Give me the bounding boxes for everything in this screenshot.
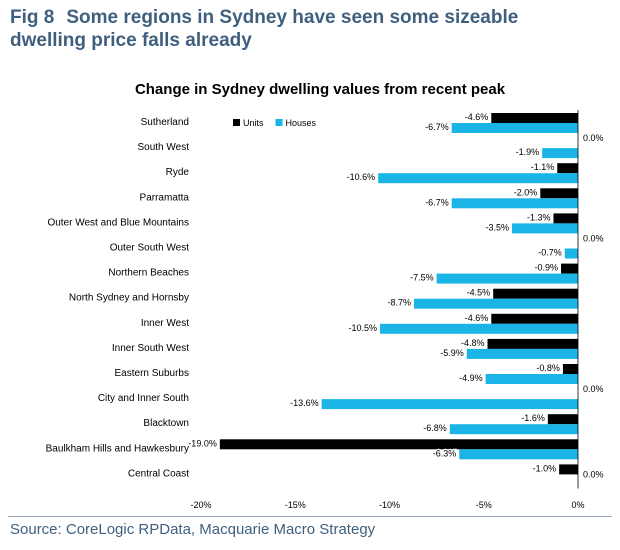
bar-houses [380,323,578,334]
data-label-houses: -8.7% [387,298,411,308]
data-label-houses: -6.7% [425,122,449,132]
data-label-houses: -6.3% [433,448,457,458]
data-label-units: 0.0% [583,133,604,143]
data-label-houses: -4.9% [459,373,483,383]
data-label-units: -4.8% [461,338,485,348]
bar-houses [459,449,578,460]
bar-houses [321,399,578,410]
bar-units [557,163,578,174]
bar-houses [436,273,578,284]
x-tick-label: 0% [571,500,584,510]
bar-houses [542,148,578,159]
bar-units [562,364,578,374]
category-label: Inner South West [112,343,189,354]
bar-houses [485,374,578,384]
bar-units [487,338,578,349]
bar-units [219,439,578,450]
category-label: Blacktown [143,418,189,429]
data-label-houses: -7.5% [410,273,434,283]
data-label-units: -1.0% [533,463,557,473]
figure-title-text1: Some regions in Sydney have seen some si… [66,7,519,28]
source-note: Source: CoreLogic RPData, Macquarie Macr… [10,521,376,538]
figure-title: Fig 8 Some regions in Sydney have seen so… [10,6,610,52]
category-label: Central Coast [128,468,189,479]
category-label: Eastern Suburbs [115,368,190,379]
x-tick-label: -15% [285,500,306,510]
figure-title-line1: Fig 8 Some regions in Sydney have seen so… [10,6,610,29]
category-label: Outer South West [110,243,190,254]
bar-houses [451,198,578,209]
x-tick-label: -5% [476,500,492,510]
category-label: Sutherland [141,117,189,128]
data-label-units: -1.3% [527,212,551,222]
category-label: Ryde [166,167,190,178]
legend-label-units: Units [243,118,264,128]
category-label: Outer West and Blue Mountains [47,217,189,228]
data-label-units: -19.0% [188,438,217,448]
data-label-houses: -1.9% [516,147,540,157]
x-tick-label: -20% [190,500,211,510]
data-label-units: -4.6% [465,313,489,323]
bar-units [493,288,578,299]
data-label-units: 0.0% [583,384,604,394]
category-label: Northern Beaches [108,268,189,279]
legend-label-houses: Houses [286,118,317,128]
category-label: South West [137,142,189,153]
bar-houses [449,424,578,435]
bar-houses [512,223,578,234]
data-label-houses: 0.0% [583,469,604,479]
data-label-houses: -3.5% [486,222,510,232]
legend-swatch-houses [275,119,283,126]
data-label-units: -0.8% [536,363,560,373]
category-label: Baulkham Hills and Hawkesbury [46,443,189,454]
data-label-houses: -13.6% [290,398,319,408]
category-label: Parramatta [140,192,190,203]
category-label: North Sydney and Hornsby [69,293,189,304]
bar-houses [564,248,578,259]
bar-units [491,113,578,123]
data-label-units: 0.0% [583,234,604,244]
x-tick-label: -10% [379,500,400,510]
bar-houses [414,298,578,309]
data-label-houses: -6.8% [423,423,447,433]
data-label-houses: -6.7% [425,197,449,207]
figure-title-line2: dwelling price falls already [10,30,252,51]
bar-units [553,213,578,224]
data-label-houses: -10.5% [349,323,378,333]
bar-units [561,263,578,274]
bar-houses [466,348,578,359]
bar-units [559,464,578,475]
bar-houses [378,173,578,184]
category-label: Inner West [141,318,189,329]
data-label-houses: -0.7% [538,248,562,258]
data-label-units: -2.0% [514,187,538,197]
data-label-units: -4.5% [467,288,491,298]
category-label: City and Inner South [98,393,189,404]
bar-units [547,414,578,425]
data-label-houses: -5.9% [440,348,464,358]
legend-swatch-units [233,119,240,126]
source-divider [8,516,612,517]
bar-units [540,188,578,199]
figure-number: Fig 8 [10,7,55,28]
plot-area: Sutherland -4.6% -6.7% South West 0.0% -1.9% R… [46,110,605,510]
data-label-units: -1.1% [531,162,555,172]
bar-houses [451,123,578,133]
chart-title: Change in Sydney dwelling values from re… [135,81,506,98]
bar-units [491,313,578,324]
data-label-units: -0.9% [535,263,559,273]
bar-chart: Change in Sydney dwelling values from re… [46,81,605,510]
data-label-units: -1.6% [521,413,545,423]
data-label-units: -4.6% [465,112,489,122]
data-label-houses: -10.6% [347,172,376,182]
